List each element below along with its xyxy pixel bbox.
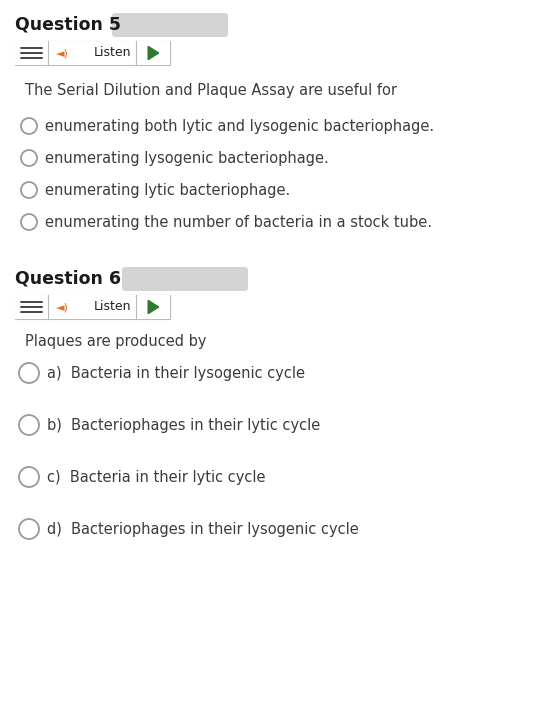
FancyBboxPatch shape bbox=[15, 41, 48, 65]
Text: enumerating lytic bacteriophage.: enumerating lytic bacteriophage. bbox=[45, 183, 290, 198]
Text: Question 5: Question 5 bbox=[15, 15, 121, 33]
Text: enumerating both lytic and lysogenic bacteriophage.: enumerating both lytic and lysogenic bac… bbox=[45, 119, 434, 134]
FancyBboxPatch shape bbox=[48, 295, 136, 319]
Text: Listen: Listen bbox=[93, 300, 131, 313]
FancyBboxPatch shape bbox=[15, 41, 170, 65]
Text: c)  Bacteria in their lytic cycle: c) Bacteria in their lytic cycle bbox=[47, 470, 265, 485]
FancyBboxPatch shape bbox=[136, 295, 170, 319]
Text: Plaques are produced by: Plaques are produced by bbox=[25, 334, 206, 349]
Text: enumerating the number of bacteria in a stock tube.: enumerating the number of bacteria in a … bbox=[45, 215, 432, 230]
Text: Question 6: Question 6 bbox=[15, 269, 121, 287]
FancyBboxPatch shape bbox=[136, 41, 170, 65]
Text: The Serial Dilution and Plaque Assay are useful for: The Serial Dilution and Plaque Assay are… bbox=[25, 83, 397, 98]
Text: a)  Bacteria in their lysogenic cycle: a) Bacteria in their lysogenic cycle bbox=[47, 366, 305, 381]
FancyBboxPatch shape bbox=[15, 295, 48, 319]
FancyBboxPatch shape bbox=[122, 267, 248, 291]
Text: Listen: Listen bbox=[93, 47, 131, 60]
Text: b)  Bacteriophages in their lytic cycle: b) Bacteriophages in their lytic cycle bbox=[47, 418, 320, 433]
FancyBboxPatch shape bbox=[48, 41, 136, 65]
FancyBboxPatch shape bbox=[112, 13, 228, 37]
Text: d)  Bacteriophages in their lysogenic cycle: d) Bacteriophages in their lysogenic cyc… bbox=[47, 522, 359, 537]
Text: ◄): ◄) bbox=[57, 302, 69, 312]
Text: ·: · bbox=[115, 274, 119, 287]
Text: ◄): ◄) bbox=[57, 48, 69, 58]
Polygon shape bbox=[148, 47, 159, 60]
FancyBboxPatch shape bbox=[15, 295, 170, 319]
Polygon shape bbox=[148, 300, 159, 313]
Text: enumerating lysogenic bacteriophage.: enumerating lysogenic bacteriophage. bbox=[45, 151, 329, 166]
